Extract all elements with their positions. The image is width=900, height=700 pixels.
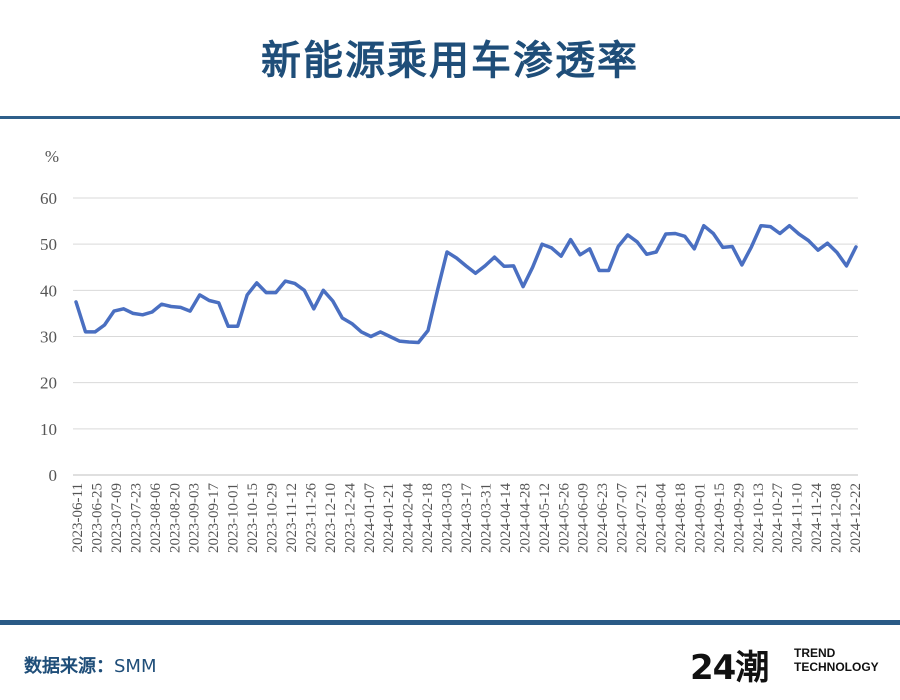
x-tick-label: 2023-09-03	[187, 483, 203, 553]
x-tick-label: 2023-07-09	[109, 483, 125, 553]
x-tick-label: 2023-11-12	[284, 483, 300, 552]
x-tick-label: 2024-05-26	[556, 483, 572, 553]
x-tick-label: 2024-04-14	[498, 483, 514, 553]
x-tick-label: 2023-08-06	[148, 483, 164, 553]
x-tick-label: 2024-06-23	[595, 483, 611, 553]
x-tick-label: 2024-08-18	[673, 483, 689, 553]
data-source-label: 数据来源：	[24, 656, 114, 677]
y-tick-label: 10	[40, 420, 57, 439]
x-tick-label: 2024-01-07	[362, 483, 378, 553]
x-tick-label: 2023-07-23	[128, 483, 144, 553]
x-tick-label: 2023-08-20	[167, 483, 183, 553]
y-tick-label: 20	[40, 374, 57, 393]
header-divider	[0, 116, 900, 119]
x-tick-label: 2024-02-04	[401, 483, 417, 553]
x-tick-label: 2024-12-08	[829, 483, 845, 553]
brand-mark: 24潮	[690, 648, 769, 688]
y-tick-label: 50	[40, 235, 57, 254]
x-tick-label: 2024-07-07	[615, 483, 631, 553]
x-tick-label: 2023-12-10	[323, 483, 339, 553]
x-tick-label: 2023-06-11	[70, 483, 86, 552]
x-tick-label: 2023-10-15	[245, 483, 261, 553]
x-tick-label: 2023-09-17	[206, 483, 222, 553]
x-tick-label: 2023-10-01	[226, 483, 242, 553]
x-tick-label: 2024-04-28	[517, 483, 533, 553]
x-tick-label: 2024-10-13	[751, 483, 767, 553]
footer-divider	[0, 620, 900, 625]
x-tick-label: 2024-06-09	[576, 483, 592, 553]
brand-logo: 24潮 TREND TECHNOLOGY	[690, 640, 890, 688]
x-tick-label: 2024-09-15	[712, 483, 728, 553]
x-tick-label: 2024-09-29	[731, 483, 747, 553]
y-tick-label: 40	[40, 281, 57, 300]
x-tick-label: 2024-09-01	[692, 483, 708, 553]
x-tick-label: 2024-10-27	[770, 483, 786, 553]
x-tick-label: 2024-03-17	[459, 483, 475, 553]
data-source: 数据来源：SMM	[24, 652, 157, 678]
y-tick-label: 60	[40, 189, 57, 208]
brand-wordmark: TREND TECHNOLOGY	[794, 646, 879, 674]
x-tick-label: 2024-07-21	[634, 483, 650, 553]
brand-line-2: TECHNOLOGY	[794, 660, 879, 674]
x-tick-label: 2024-03-31	[478, 483, 494, 553]
y-axis-unit: %	[45, 147, 59, 166]
x-tick-label: 2024-12-22	[848, 483, 864, 553]
y-tick-label: 0	[49, 466, 58, 485]
x-tick-label: 2023-12-24	[342, 483, 358, 553]
x-tick-label: 2023-11-26	[303, 483, 319, 553]
x-tick-label: 2024-08-04	[654, 483, 670, 553]
x-tick-label: 2023-10-29	[265, 483, 281, 553]
chart-title: 新能源乘用车渗透率	[261, 38, 639, 84]
x-tick-label: 2024-01-21	[381, 483, 397, 553]
x-tick-label: 2024-02-18	[420, 483, 436, 553]
y-tick-label: 30	[40, 328, 57, 347]
data-source-value: SMM	[114, 656, 157, 677]
x-tick-label: 2023-06-25	[89, 483, 105, 553]
brand-line-1: TREND	[794, 646, 836, 660]
series-line	[74, 223, 858, 345]
x-tick-label: 2024-11-10	[790, 483, 806, 552]
x-tick-label: 2024-05-12	[537, 483, 553, 553]
x-tick-label: 2024-03-03	[440, 483, 456, 553]
x-tick-label: 2024-11-24	[809, 483, 825, 553]
